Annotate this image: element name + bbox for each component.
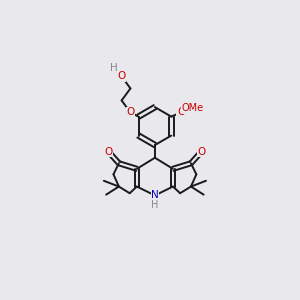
Text: OMe: OMe: [182, 103, 204, 113]
Text: O: O: [197, 147, 206, 157]
Text: O: O: [118, 71, 126, 81]
Text: H: H: [110, 63, 118, 73]
Text: O: O: [126, 107, 134, 118]
Text: O: O: [104, 147, 112, 157]
Text: O: O: [177, 107, 185, 118]
Text: H: H: [151, 200, 159, 210]
Text: N: N: [151, 190, 159, 200]
